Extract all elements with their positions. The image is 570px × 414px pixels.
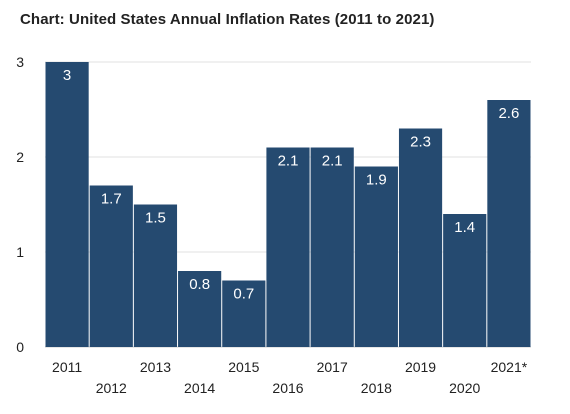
y-tick-label: 0 — [16, 339, 24, 355]
bar-value-label: 1.7 — [101, 191, 122, 208]
bar-value-label: 0.8 — [189, 276, 210, 293]
bar — [487, 100, 531, 347]
x-tick-label: 2012 — [96, 380, 127, 396]
bar — [443, 214, 487, 347]
x-tick-label: 2017 — [317, 359, 348, 375]
bar-value-label: 2.3 — [410, 134, 431, 151]
bar — [45, 62, 89, 347]
bar — [89, 185, 133, 347]
bar-value-label: 1.5 — [145, 210, 166, 227]
x-tick-label: 2011 — [52, 359, 82, 375]
bar — [178, 271, 222, 347]
chart-title: Chart: United States Annual Inflation Ra… — [20, 11, 435, 28]
bar-value-label: 2.6 — [498, 105, 519, 122]
bar — [398, 128, 443, 347]
bar — [222, 280, 266, 347]
bar-value-label: 2.1 — [322, 153, 343, 170]
x-tick-label: 2021* — [491, 359, 528, 375]
x-tick-label: 2016 — [272, 380, 303, 396]
bar-value-label: 3 — [63, 67, 71, 84]
bar-value-label: 0.7 — [233, 286, 254, 303]
x-tick-label: 2018 — [361, 380, 392, 396]
bar — [310, 147, 354, 347]
bar — [133, 204, 178, 347]
x-tick-label: 2014 — [184, 380, 215, 396]
bar-value-label: 1.4 — [454, 219, 475, 236]
x-tick-label: 2015 — [228, 359, 259, 375]
bar-value-label: 1.9 — [366, 172, 387, 189]
bar — [354, 166, 398, 347]
y-tick-label: 3 — [16, 54, 24, 70]
x-tick-label: 2020 — [449, 380, 480, 396]
bar-value-label: 2.1 — [278, 153, 299, 170]
y-tick-label: 1 — [16, 244, 24, 260]
x-tick-label: 2019 — [405, 359, 436, 375]
y-tick-label: 2 — [16, 149, 24, 165]
bar — [266, 147, 310, 347]
x-tick-label: 2013 — [140, 359, 171, 375]
